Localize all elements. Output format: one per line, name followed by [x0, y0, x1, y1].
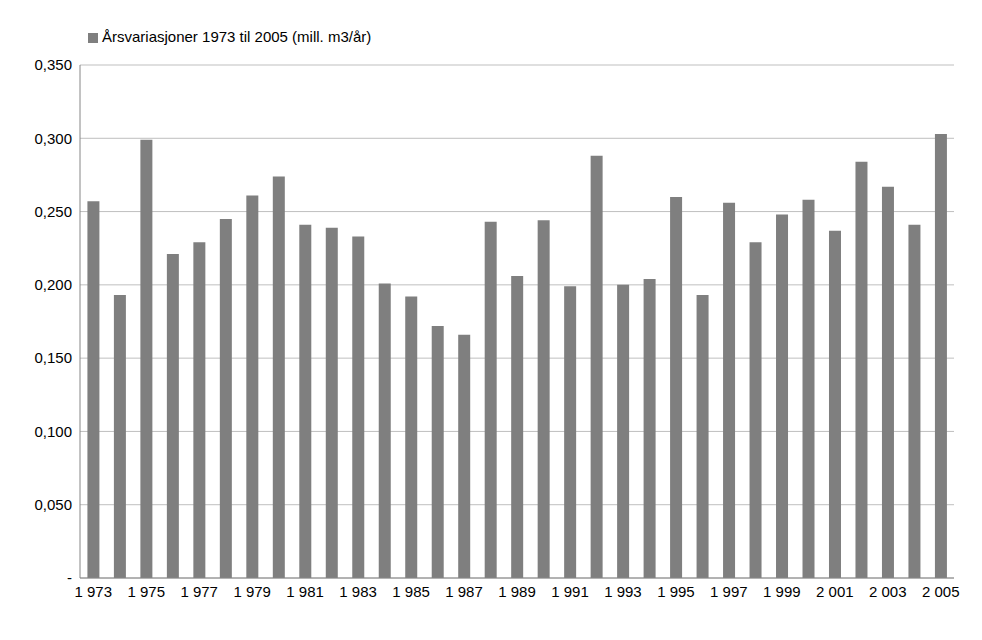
svg-text:1 989: 1 989: [498, 583, 536, 600]
html-text:Årsvariasjoner 1973 til 2005 (: Årsvariasjoner 1973 til 2005 (mill. m3/å…: [102, 28, 372, 45]
svg-text:1 987: 1 987: [445, 583, 483, 600]
svg-text:1 997: 1 997: [710, 583, 748, 600]
svg-text:1 975: 1 975: [127, 583, 165, 600]
svg-text:1 979: 1 979: [233, 583, 271, 600]
svg-text:0,350: 0,350: [34, 56, 72, 73]
svg-text:2 001: 2 001: [816, 583, 854, 600]
svg-text:1 973: 1 973: [74, 583, 112, 600]
svg-text:-: -: [67, 569, 72, 586]
svg-text:0,100: 0,100: [34, 423, 72, 440]
svg-text:1 999: 1 999: [763, 583, 801, 600]
svg-text:1 977: 1 977: [180, 583, 218, 600]
svg-text:0,300: 0,300: [34, 130, 72, 147]
svg-text:0,250: 0,250: [34, 203, 72, 220]
svg-text:1 983: 1 983: [339, 583, 377, 600]
svg-text:1 995: 1 995: [657, 583, 695, 600]
svg-text:2 005: 2 005: [922, 583, 960, 600]
svg-text:1 985: 1 985: [392, 583, 430, 600]
svg-text:0,150: 0,150: [34, 349, 72, 366]
svg-text:1 993: 1 993: [604, 583, 642, 600]
svg-text:1 981: 1 981: [286, 583, 324, 600]
svg-text:2 003: 2 003: [869, 583, 907, 600]
svg-text:1 991: 1 991: [551, 583, 589, 600]
svg-text:0,050: 0,050: [34, 496, 72, 513]
svg-text:0,200: 0,200: [34, 276, 72, 293]
